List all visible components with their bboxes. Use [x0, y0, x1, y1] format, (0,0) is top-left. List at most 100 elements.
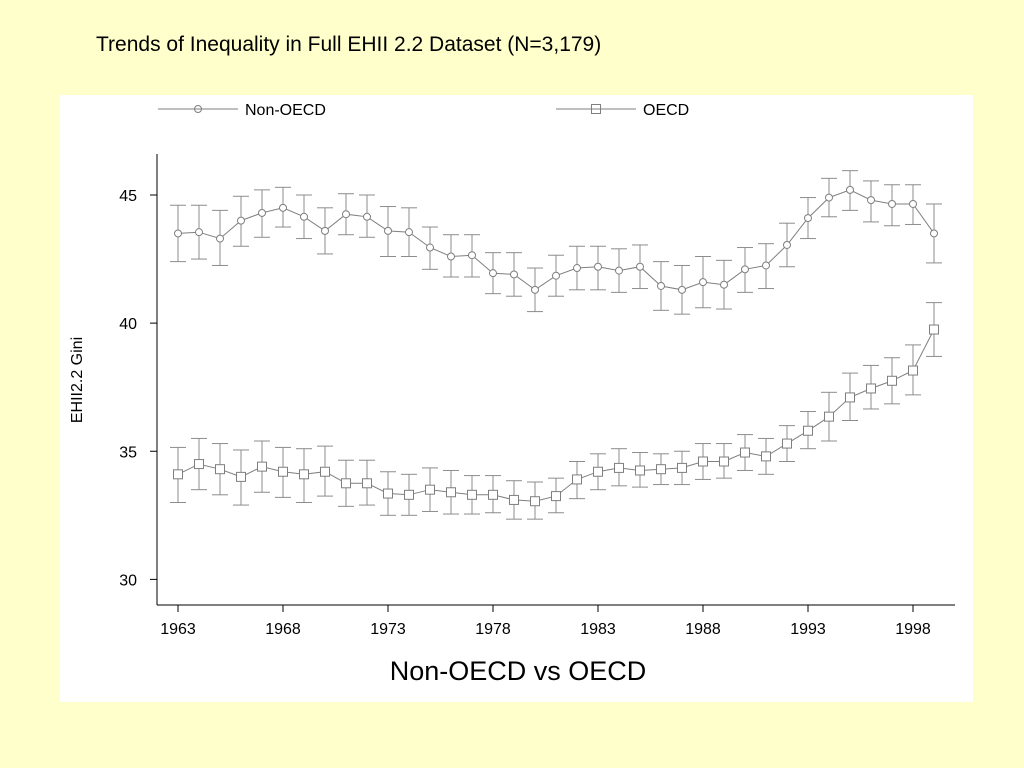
data-point-oecd — [803, 425, 813, 436]
data-point-non-oecd — [657, 281, 665, 290]
data-point-non-oecd — [720, 280, 728, 289]
data-point-non-oecd — [174, 229, 182, 238]
data-point-oecd — [614, 462, 624, 473]
chart-subtitle: Non-OECD vs OECD — [390, 656, 647, 686]
data-point-non-oecd — [594, 262, 602, 271]
data-point-oecd — [467, 489, 477, 500]
data-point-non-oecd — [804, 214, 812, 223]
data-point-non-oecd — [237, 216, 245, 225]
data-point-non-oecd — [489, 269, 497, 278]
data-point-oecd — [530, 496, 540, 507]
data-point-non-oecd — [867, 196, 875, 205]
x-tick-label: 1968 — [265, 621, 301, 638]
data-point-oecd — [425, 484, 435, 495]
data-point-oecd — [845, 392, 855, 403]
data-point-non-oecd — [426, 243, 434, 252]
data-point-non-oecd — [636, 262, 644, 271]
x-tick-label: 1978 — [475, 621, 511, 638]
data-point-oecd — [236, 471, 246, 482]
data-point-non-oecd — [552, 271, 560, 280]
chart-panel — [60, 95, 973, 702]
data-point-oecd — [215, 464, 225, 475]
data-point-oecd — [299, 469, 309, 480]
data-point-non-oecd — [531, 285, 539, 294]
data-point-oecd — [782, 438, 792, 449]
data-point-non-oecd — [510, 270, 518, 279]
series-non-oecd — [170, 170, 942, 315]
data-point-oecd — [719, 456, 729, 467]
data-point-non-oecd — [195, 228, 203, 237]
data-point-non-oecd — [300, 212, 308, 221]
data-point-oecd — [488, 489, 498, 500]
data-point-oecd — [404, 489, 414, 500]
data-point-non-oecd — [321, 226, 329, 235]
series-layer — [170, 170, 942, 520]
data-point-non-oecd — [762, 261, 770, 270]
data-point-non-oecd — [468, 251, 476, 260]
data-point-non-oecd — [342, 210, 350, 219]
legend-label-non-oecd: Non-OECD — [245, 102, 326, 119]
data-point-oecd — [698, 456, 708, 467]
legend-marker-oecd — [591, 104, 601, 114]
data-point-non-oecd — [573, 264, 581, 273]
y-tick-label: 30 — [119, 572, 137, 589]
x-tick-label: 1998 — [895, 621, 931, 638]
data-point-oecd — [593, 466, 603, 477]
data-point-oecd — [656, 464, 666, 475]
series-oecd — [170, 302, 942, 520]
legend-label-oecd: OECD — [643, 102, 689, 119]
data-point-oecd — [929, 324, 939, 335]
data-point-non-oecd — [615, 266, 623, 275]
data-point-oecd — [383, 488, 393, 499]
data-point-oecd — [866, 383, 876, 394]
data-point-non-oecd — [909, 199, 917, 208]
data-point-non-oecd — [741, 265, 749, 274]
data-point-oecd — [278, 466, 288, 477]
data-point-non-oecd — [783, 240, 791, 249]
data-point-non-oecd — [216, 234, 224, 243]
data-point-oecd — [194, 459, 204, 470]
data-point-oecd — [341, 478, 351, 489]
slide-title: Trends of Inequality in Full EHII 2.2 Da… — [96, 33, 602, 56]
x-tick-label: 1963 — [160, 621, 196, 638]
x-tick-label: 1988 — [685, 621, 721, 638]
x-tick-label: 1993 — [790, 621, 826, 638]
data-point-non-oecd — [825, 193, 833, 202]
y-ticks: 30 35 40 45 — [119, 188, 157, 589]
data-point-oecd — [761, 451, 771, 462]
data-point-oecd — [887, 375, 897, 386]
data-point-oecd — [509, 494, 519, 505]
data-point-oecd — [572, 474, 582, 485]
data-point-oecd — [173, 469, 183, 480]
data-point-oecd — [635, 465, 645, 476]
data-point-oecd — [824, 411, 834, 422]
data-point-oecd — [257, 461, 267, 472]
y-tick-label: 45 — [119, 188, 137, 205]
y-axis-label: EHII2.2 Gini — [69, 337, 86, 423]
data-point-non-oecd — [846, 185, 854, 194]
data-point-oecd — [362, 478, 372, 489]
data-point-oecd — [677, 462, 687, 473]
data-point-oecd — [320, 466, 330, 477]
data-point-non-oecd — [888, 199, 896, 208]
data-point-non-oecd — [699, 278, 707, 287]
x-tick-label: 1973 — [370, 621, 406, 638]
data-point-oecd — [908, 365, 918, 376]
y-tick-label: 35 — [119, 444, 137, 461]
legend-marker-non-oecd — [194, 105, 202, 113]
data-point-non-oecd — [363, 212, 371, 221]
data-point-oecd — [740, 447, 750, 458]
x-ticks: 1963 1968 1973 1978 1983 1988 1993 1998 — [160, 605, 931, 638]
data-point-non-oecd — [258, 208, 266, 217]
data-point-non-oecd — [405, 228, 413, 237]
x-tick-label: 1983 — [580, 621, 616, 638]
y-tick-label: 40 — [119, 316, 137, 333]
legend: Non-OECD OECD — [158, 102, 689, 119]
data-point-non-oecd — [930, 229, 938, 238]
data-point-non-oecd — [279, 203, 287, 212]
data-point-non-oecd — [678, 285, 686, 294]
data-point-oecd — [551, 491, 561, 502]
data-point-non-oecd — [384, 226, 392, 235]
data-point-oecd — [446, 487, 456, 498]
